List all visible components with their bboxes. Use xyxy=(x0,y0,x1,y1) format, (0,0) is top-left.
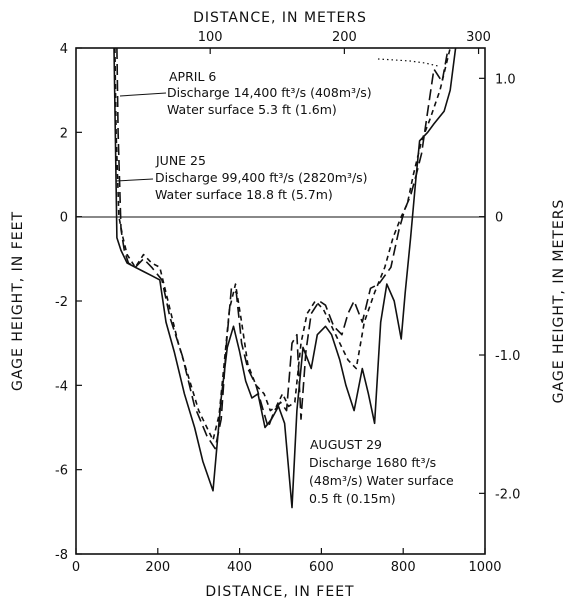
x-tick-label: 600 xyxy=(309,560,334,575)
annotation-april-discharge: Discharge 14,400 ft³/s (408m³/s) xyxy=(167,85,372,100)
x-axis-ticks: 0 200 400 600 800 1000 xyxy=(72,548,502,575)
y2-tick-label: 1.0 xyxy=(495,72,516,87)
y-tick-label: 2 xyxy=(60,126,68,141)
x-tick-label: 0 xyxy=(72,560,80,575)
y-tick-label: -4 xyxy=(55,379,68,394)
annotation-june-leader xyxy=(115,178,154,182)
y-axis-title-left: GAGE HEIGHT, IN FEET xyxy=(10,211,26,391)
annotation-august-title: AUGUST 29 xyxy=(310,437,382,452)
y2-axis-ticks: 1.0 0 -1.0 -2.0 xyxy=(479,72,520,502)
x2-tick-label: 100 xyxy=(198,30,223,45)
y-tick-label: -8 xyxy=(55,548,68,563)
y-tick-label: 0 xyxy=(60,211,68,226)
series-layer xyxy=(113,48,457,509)
annotation-august-surface: 0.5 ft (0.15m) xyxy=(309,491,396,506)
x-axis-title-top: DISTANCE, IN METERS xyxy=(193,10,367,26)
x2-tick-label: 200 xyxy=(332,30,357,45)
x2-tick-label: 300 xyxy=(466,30,491,45)
annotation-june-discharge: Discharge 99,400 ft³/s (2820m³/s) xyxy=(155,170,368,185)
series-line-june-25 xyxy=(114,48,451,441)
series-line-august-29 xyxy=(113,48,457,509)
x2-axis-ticks: 100 200 300 xyxy=(198,30,491,54)
annotation-april-surface: Water surface 5.3 ft (1.6m) xyxy=(167,102,337,117)
x-tick-label: 200 xyxy=(145,560,170,575)
y2-tick-label: -1.0 xyxy=(495,349,520,364)
x-axis-title-bottom: DISTANCE, IN FEET xyxy=(205,584,354,600)
y2-tick-label: 0 xyxy=(495,211,503,226)
x-tick-label: 800 xyxy=(391,560,416,575)
x-tick-label: 1000 xyxy=(468,560,501,575)
flood-edge-dotted-line xyxy=(377,58,439,67)
annotation-august-discharge-metric: (48m³/s) Water surface xyxy=(309,473,454,488)
annotation-august-discharge: Discharge 1680 ft³/s xyxy=(309,455,436,470)
annotation-april: APRIL 6 Discharge 14,400 ft³/s (408m³/s)… xyxy=(119,69,372,117)
series-line-april-6 xyxy=(116,48,449,450)
annotation-june: JUNE 25 Discharge 99,400 ft³/s (2820m³/s… xyxy=(115,153,368,202)
annotation-april-leader xyxy=(119,92,167,97)
x-tick-label: 400 xyxy=(227,560,252,575)
y2-tick-label: -2.0 xyxy=(495,487,520,502)
y-axis-ticks: -8 -6 -4 -2 0 2 4 xyxy=(55,42,82,563)
y-axis-title-right: GAGE HEIGHT, IN METERS xyxy=(551,199,567,404)
annotation-june-surface: Water surface 18.8 ft (5.7m) xyxy=(155,187,333,202)
y-tick-label: -2 xyxy=(55,295,68,310)
annotation-april-title: APRIL 6 xyxy=(169,69,216,84)
annotation-august: AUGUST 29 Discharge 1680 ft³/s (48m³/s) … xyxy=(309,437,454,506)
y-tick-label: 4 xyxy=(60,42,68,57)
y-tick-label: -6 xyxy=(55,464,68,479)
annotation-june-title: JUNE 25 xyxy=(155,153,206,168)
